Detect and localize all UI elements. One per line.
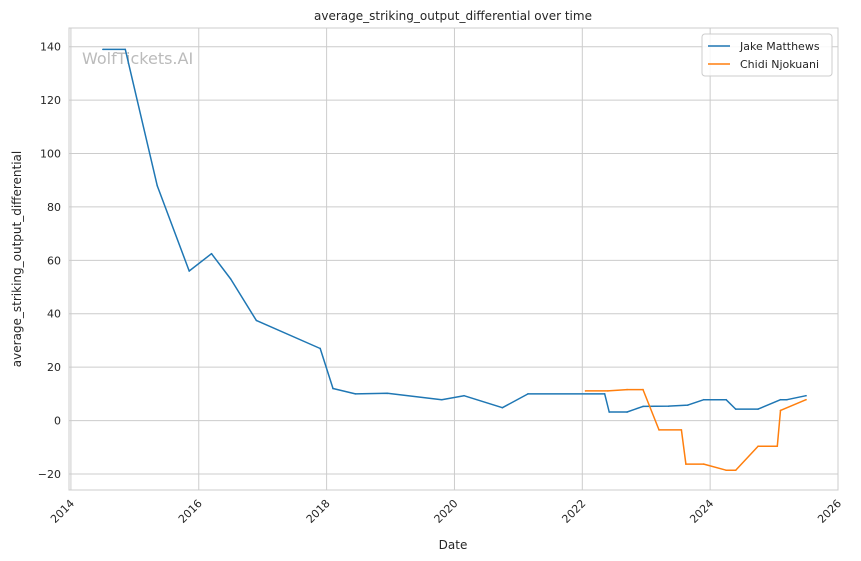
y-tick-label: 120 [40,94,61,107]
data-point-jake-matthews [757,408,759,410]
data-point-jake-matthews [805,394,807,397]
y-tick-label: 60 [47,254,61,267]
data-point-jake-matthews [386,392,389,395]
data-point-chidi-njokuani [702,463,705,465]
data-point-jake-matthews [725,398,727,401]
x-axis-label: Date [439,538,468,552]
data-point-jake-matthews [626,411,628,413]
data-point-jake-matthews [501,406,504,409]
x-tick-label: 2026 [815,497,844,526]
data-point-jake-matthews [332,387,334,390]
watermark: WolfTickets.AI [82,49,193,68]
data-point-jake-matthews [642,405,644,408]
data-point-chidi-njokuani [685,463,687,465]
y-tick-label: 100 [40,148,61,161]
data-point-chidi-njokuani [779,409,782,412]
y-axis-label: average_striking_output_differential [10,151,24,367]
legend: Jake Matthews Chidi Njokuani [701,33,833,77]
data-point-jake-matthews [255,319,258,322]
series-layer [102,48,807,472]
y-tick-label: 20 [47,361,61,374]
data-point-jake-matthews [440,398,443,401]
data-point-chidi-njokuani [757,445,759,448]
x-tick-label: 2022 [559,497,588,526]
y-tick-label: 80 [47,201,61,214]
x-tick-label: 2020 [432,497,461,526]
data-point-jake-matthews [608,411,610,413]
chart-title: average_striking_output_differential ove… [314,9,592,23]
data-point-chidi-njokuani [805,398,807,401]
data-point-chidi-njokuani [584,390,587,392]
data-point-jake-matthews [354,393,357,395]
y-tick-label: −20 [38,468,61,481]
data-point-jake-matthews [102,48,104,51]
y-tick-label: 140 [40,41,61,54]
grid [69,28,839,490]
data-point-jake-matthews [319,347,322,350]
data-point-chidi-njokuani [607,390,609,392]
data-point-jake-matthews [156,184,159,187]
data-point-chidi-njokuani [626,388,628,391]
data-point-jake-matthews [734,408,737,410]
data-point-jake-matthews [667,405,670,407]
legend-label-chidi-njokuani: Chidi Njokuani [740,58,819,71]
legend-box [701,33,833,77]
data-point-chidi-njokuani [658,429,660,431]
data-point-chidi-njokuani [680,429,683,431]
data-point-jake-matthews [124,48,127,51]
data-point-jake-matthews [463,394,465,397]
legend-label-jake-matthews: Jake Matthews [739,40,820,53]
x-tick-label: 2016 [176,497,205,526]
data-point-jake-matthews [702,398,705,401]
data-point-jake-matthews [786,398,788,401]
data-point-jake-matthews [603,393,606,395]
data-point-chidi-njokuani [734,469,737,472]
x-tick-label: 2014 [48,497,77,526]
data-point-jake-matthews [210,252,213,255]
y-tick-label: 0 [54,415,61,428]
data-point-jake-matthews [527,393,529,395]
data-point-jake-matthews [229,278,232,280]
data-point-chidi-njokuani [725,469,727,472]
data-point-jake-matthews [779,398,782,401]
data-point-jake-matthews [188,270,190,272]
series-line-chidi-njokuani [585,388,807,471]
data-point-chidi-njokuani [776,445,779,448]
data-point-jake-matthews [686,404,689,406]
y-tick-label: 40 [47,308,61,321]
x-tick-label: 2024 [687,497,716,526]
data-point-chidi-njokuani [642,388,644,391]
x-tick-label: 2018 [304,497,333,526]
series-line-jake-matthews [102,48,807,413]
